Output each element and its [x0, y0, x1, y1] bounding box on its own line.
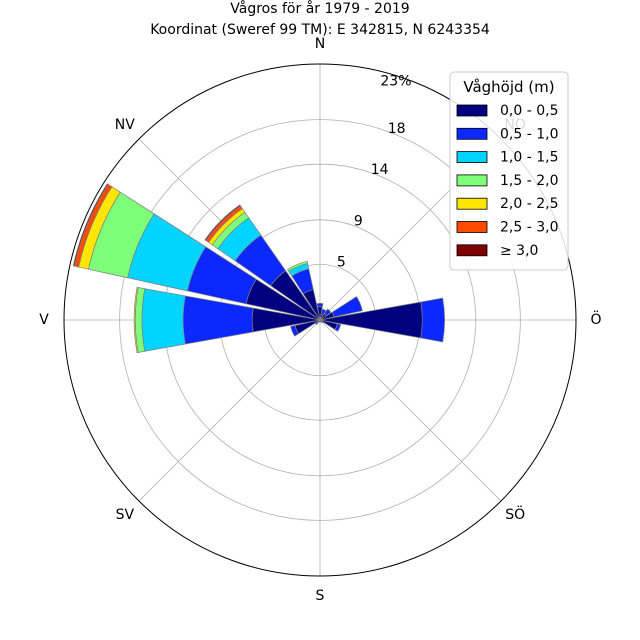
direction-label: NV [115, 117, 135, 133]
bar-VSV-1 [290, 325, 299, 337]
direction-label: SÖ [505, 505, 525, 523]
legend-swatch [456, 104, 488, 117]
legend-swatch [456, 221, 488, 233]
bars [72, 183, 445, 354]
legend-label: ≥ 3,0 [500, 243, 538, 259]
grid-ring [119, 119, 521, 521]
direction-label: S [316, 588, 325, 604]
legend-swatch [456, 174, 488, 187]
bar-NV-6 [204, 204, 241, 241]
bar-N-1 [316, 302, 324, 308]
legend-swatch [456, 244, 488, 257]
direction-label: N [315, 36, 325, 52]
legend-label: 0,5 - 1,0 [500, 126, 558, 142]
direction-label: V [39, 312, 49, 328]
direction-label: SV [116, 507, 135, 523]
bar-VNV-6 [72, 183, 109, 267]
grid-spoke [138, 319, 321, 502]
legend-label: 2,5 - 3,0 [500, 220, 558, 236]
bar-OSO-1 [334, 323, 342, 332]
legend: Våghöjd (m) 0,0 - 0,5 0,5 - 1,0 1,0 - 1,5 1… [449, 71, 569, 271]
ring-label: 18 [388, 121, 406, 137]
bar-ONO-1 [331, 296, 363, 318]
ring-label: 5 [337, 255, 346, 271]
direction-label: Ö [590, 310, 601, 328]
legend-items: 0,0 - 0,5 0,5 - 1,0 1,0 - 1,5 1,5 - 2,0 2,0 … [456, 103, 558, 259]
legend-swatch [456, 151, 488, 164]
legend-label: 1,5 - 2,0 [500, 173, 558, 189]
legend-swatch [456, 127, 488, 140]
bar-V-4 [133, 286, 139, 354]
ring-label: 14 [371, 162, 389, 178]
legend-title: Våghöjd (m) [463, 78, 554, 96]
chart-subtitle: Koordinat (Sweref 99 TM): E 342815, N 62… [150, 22, 490, 38]
grid-spoke [319, 319, 502, 502]
bar-NNV-3 [287, 260, 309, 272]
legend-label: 1,0 - 1,5 [500, 150, 558, 166]
legend-label: 0,0 - 0,5 [500, 103, 558, 119]
legend-frame [449, 71, 569, 271]
bar-Ö-1 [420, 297, 445, 343]
chart-title: Vågros för år 1979 - 2019 [230, 0, 409, 17]
outer-frame [63, 63, 577, 577]
bar-Ö-0 [319, 301, 423, 339]
legend-swatch [456, 197, 488, 210]
ring-max-label: 23% [380, 73, 411, 89]
bar-V-2 [141, 288, 186, 352]
ring-label: 9 [354, 213, 363, 229]
legend-label: 2,0 - 2,5 [500, 196, 558, 212]
